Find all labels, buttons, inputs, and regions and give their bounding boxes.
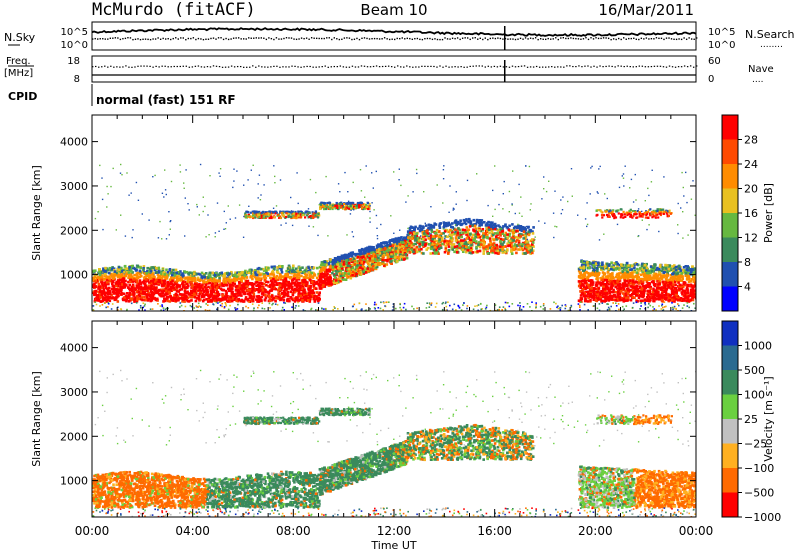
colorbar-tick-label: 1000 — [744, 340, 772, 353]
colorbar-tick-label: −1000 — [744, 511, 781, 524]
freq-panel: Freq. [MHz] 18 8 60 0 Nave .... — [4, 56, 774, 85]
freq-tick-bottom: 8 — [74, 74, 80, 85]
colorbar-segment — [722, 493, 738, 518]
y-tick-label: 4000 — [60, 136, 88, 149]
x-tick-label: 00:00 — [75, 524, 110, 538]
y-tick-label: 2000 — [60, 430, 88, 443]
freq-tick-top: 18 — [67, 56, 80, 67]
colorbar-segment — [722, 189, 738, 214]
colorbar-tick-label: −100 — [744, 462, 774, 475]
x-tick-label: 12:00 — [377, 524, 412, 538]
colorbar-tick-label: 500 — [744, 364, 765, 377]
colorbar-segment — [722, 262, 738, 287]
noise-tick-bottom-left: 10^0 — [61, 40, 88, 51]
y-tick-label: 3000 — [60, 386, 88, 399]
power-colorbar: 4 8 12 16 20 24 28 — [722, 115, 758, 312]
colorbar-tick-label: 25 — [744, 413, 758, 426]
velocity-ylabel: Slant Range [km] — [30, 371, 43, 467]
cpid-label: CPID — [8, 90, 37, 103]
station-title: McMurdo (fitACF) — [92, 0, 256, 20]
y-tick-label: 1000 — [60, 475, 88, 488]
colorbar-tick-label: 24 — [744, 158, 758, 171]
freq-left-label-2: [MHz] — [4, 68, 33, 79]
noise-tick-top-right: 10^5 — [708, 27, 735, 38]
colorbar-tick-label: 16 — [744, 207, 758, 220]
colorbar-segment — [722, 444, 738, 469]
power-data — [92, 164, 699, 312]
x-axis-label: Time UT — [370, 539, 416, 552]
colorbar-segment — [722, 468, 738, 493]
noise-tick-bottom-right: 10^0 — [708, 40, 735, 51]
x-tick-label: 04:00 — [175, 524, 210, 538]
freq-left-label-1: Freq. — [6, 56, 31, 67]
colorbar-segment — [722, 346, 738, 371]
y-tick-label: 1000 — [60, 269, 88, 282]
freq-traces — [92, 60, 697, 82]
cpid-panel: CPID normal (fast) 151 RF — [8, 84, 236, 107]
nave-tick-bottom: 0 — [708, 74, 714, 85]
colorbar-segment — [722, 419, 738, 444]
colorbar-segment — [722, 140, 738, 165]
nave-right-dots: .... — [752, 75, 763, 85]
noise-left-label: N.Sky — [4, 31, 36, 44]
colorbar-segment — [722, 395, 738, 420]
y-tick-label: 4000 — [60, 342, 88, 355]
x-tick-label: 20:00 — [578, 524, 613, 538]
power-colorbar-label: Power [dB] — [762, 183, 775, 243]
colorbar-tick-label: −500 — [744, 487, 774, 500]
colorbar-tick-label: 20 — [744, 183, 758, 196]
colorbar-segment — [722, 370, 738, 395]
velocity-data — [92, 370, 699, 518]
colorbar-tick-label: 4 — [744, 281, 751, 294]
x-tick-label: 00:00 — [679, 524, 714, 538]
colorbar-segment — [722, 321, 738, 346]
colorbar-segment — [722, 213, 738, 238]
nave-right-label: Nave — [748, 64, 774, 75]
colorbar-segment — [722, 287, 738, 312]
beam-title: Beam 10 — [360, 1, 427, 19]
noise-traces — [92, 26, 697, 50]
y-tick-label: 3000 — [60, 180, 88, 193]
colorbar-tick-label: 12 — [744, 232, 758, 245]
x-tick-label: 16:00 — [477, 524, 512, 538]
velocity-panel: 1000 2000 3000 4000 00:00 04:00 08:00 12:00 16:0… — [30, 321, 713, 552]
colorbar-segment — [722, 115, 738, 140]
colorbar-tick-label: 28 — [744, 134, 758, 147]
colorbar-tick-label: 8 — [744, 256, 751, 269]
velocity-colorbar-label: Velocity [m s⁻¹] — [762, 376, 775, 461]
power-ylabel: Slant Range [km] — [30, 165, 43, 261]
x-tick-label: 08:00 — [276, 524, 311, 538]
date-title: 16/Mar/2011 — [598, 1, 694, 19]
noise-tick-top-left: 10^5 — [61, 27, 88, 38]
nave-tick-top: 60 — [708, 56, 721, 67]
power-panel: 1000 2000 3000 4000 Slant Range [km] — [30, 115, 699, 312]
colorbar-segment — [722, 238, 738, 263]
cpid-text: normal (fast) 151 RF — [96, 93, 236, 107]
noise-right-dots: ........ — [760, 40, 783, 50]
noise-panel: N.Sky 10^5 10^0 10^5 10^0 N.Search .....… — [4, 22, 795, 51]
y-tick-label: 2000 — [60, 224, 88, 237]
colorbar-segment — [722, 164, 738, 189]
